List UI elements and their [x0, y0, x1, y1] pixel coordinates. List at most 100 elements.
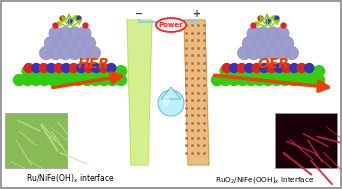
Circle shape	[59, 46, 72, 60]
Circle shape	[56, 74, 67, 85]
Circle shape	[49, 46, 62, 60]
Circle shape	[78, 46, 91, 60]
Circle shape	[32, 64, 41, 73]
Circle shape	[263, 66, 274, 77]
Polygon shape	[161, 87, 181, 99]
Circle shape	[271, 37, 284, 50]
Circle shape	[116, 74, 127, 85]
Circle shape	[73, 74, 84, 85]
Circle shape	[314, 74, 325, 85]
Circle shape	[211, 74, 223, 85]
Circle shape	[107, 66, 118, 77]
Circle shape	[47, 64, 56, 73]
Circle shape	[263, 74, 274, 85]
FancyBboxPatch shape	[5, 113, 67, 168]
Circle shape	[297, 74, 307, 85]
Circle shape	[257, 27, 270, 40]
Circle shape	[246, 66, 256, 77]
Circle shape	[254, 66, 265, 77]
Circle shape	[77, 64, 86, 73]
Circle shape	[30, 74, 41, 85]
Circle shape	[64, 37, 77, 50]
Circle shape	[98, 74, 109, 85]
Text: Power: Power	[159, 22, 183, 28]
Circle shape	[22, 74, 33, 85]
Circle shape	[230, 64, 239, 73]
Circle shape	[279, 66, 290, 77]
Circle shape	[305, 64, 314, 73]
Circle shape	[65, 66, 76, 77]
Circle shape	[254, 74, 265, 85]
Circle shape	[237, 74, 248, 85]
Circle shape	[68, 27, 81, 40]
Text: −: −	[135, 9, 143, 19]
Ellipse shape	[156, 18, 186, 32]
Circle shape	[90, 74, 101, 85]
Circle shape	[62, 64, 71, 73]
Circle shape	[59, 27, 72, 40]
Circle shape	[116, 66, 127, 77]
Circle shape	[49, 27, 62, 40]
Circle shape	[69, 64, 78, 73]
Circle shape	[247, 46, 260, 60]
Circle shape	[288, 74, 299, 85]
Ellipse shape	[162, 96, 170, 106]
Circle shape	[54, 37, 67, 50]
Circle shape	[30, 66, 41, 77]
Circle shape	[271, 74, 282, 85]
Text: Ru/NiFe(OH)$_x$ interface: Ru/NiFe(OH)$_x$ interface	[26, 173, 114, 185]
Circle shape	[266, 46, 279, 60]
Circle shape	[24, 64, 33, 73]
Circle shape	[54, 64, 63, 73]
Circle shape	[282, 64, 291, 73]
Text: OER: OER	[258, 57, 290, 71]
Circle shape	[290, 64, 299, 73]
Circle shape	[237, 64, 246, 73]
Circle shape	[252, 64, 261, 73]
Circle shape	[276, 46, 289, 60]
Circle shape	[237, 66, 248, 77]
Circle shape	[288, 66, 299, 77]
Circle shape	[220, 66, 231, 77]
Circle shape	[56, 66, 67, 77]
Circle shape	[73, 37, 86, 50]
Circle shape	[276, 27, 289, 40]
Text: RuO$_2$/NiFe(OOH)$_x$ interface: RuO$_2$/NiFe(OOH)$_x$ interface	[215, 175, 315, 185]
Circle shape	[68, 46, 81, 60]
Circle shape	[65, 74, 76, 85]
Circle shape	[48, 66, 58, 77]
Circle shape	[84, 64, 93, 73]
Circle shape	[260, 64, 269, 73]
Circle shape	[48, 74, 58, 85]
Circle shape	[222, 64, 231, 73]
Circle shape	[267, 64, 276, 73]
Circle shape	[39, 64, 48, 73]
Circle shape	[266, 27, 279, 40]
Circle shape	[220, 74, 231, 85]
Circle shape	[262, 37, 275, 50]
Circle shape	[22, 66, 33, 77]
Circle shape	[81, 74, 92, 85]
Circle shape	[228, 66, 239, 77]
Text: HER: HER	[78, 57, 110, 71]
Circle shape	[279, 74, 290, 85]
Circle shape	[242, 37, 255, 50]
Circle shape	[99, 64, 108, 73]
Circle shape	[39, 66, 50, 77]
Circle shape	[280, 37, 293, 50]
Circle shape	[98, 66, 109, 77]
Text: +: +	[193, 9, 201, 19]
Polygon shape	[127, 20, 152, 165]
Circle shape	[228, 74, 239, 85]
Circle shape	[305, 66, 316, 77]
Circle shape	[245, 64, 254, 73]
Circle shape	[107, 74, 118, 85]
Circle shape	[107, 64, 116, 73]
Circle shape	[297, 64, 306, 73]
Circle shape	[87, 46, 100, 60]
Polygon shape	[184, 20, 209, 165]
Circle shape	[78, 27, 91, 40]
Circle shape	[275, 64, 284, 73]
Circle shape	[39, 74, 50, 85]
Circle shape	[82, 37, 95, 50]
